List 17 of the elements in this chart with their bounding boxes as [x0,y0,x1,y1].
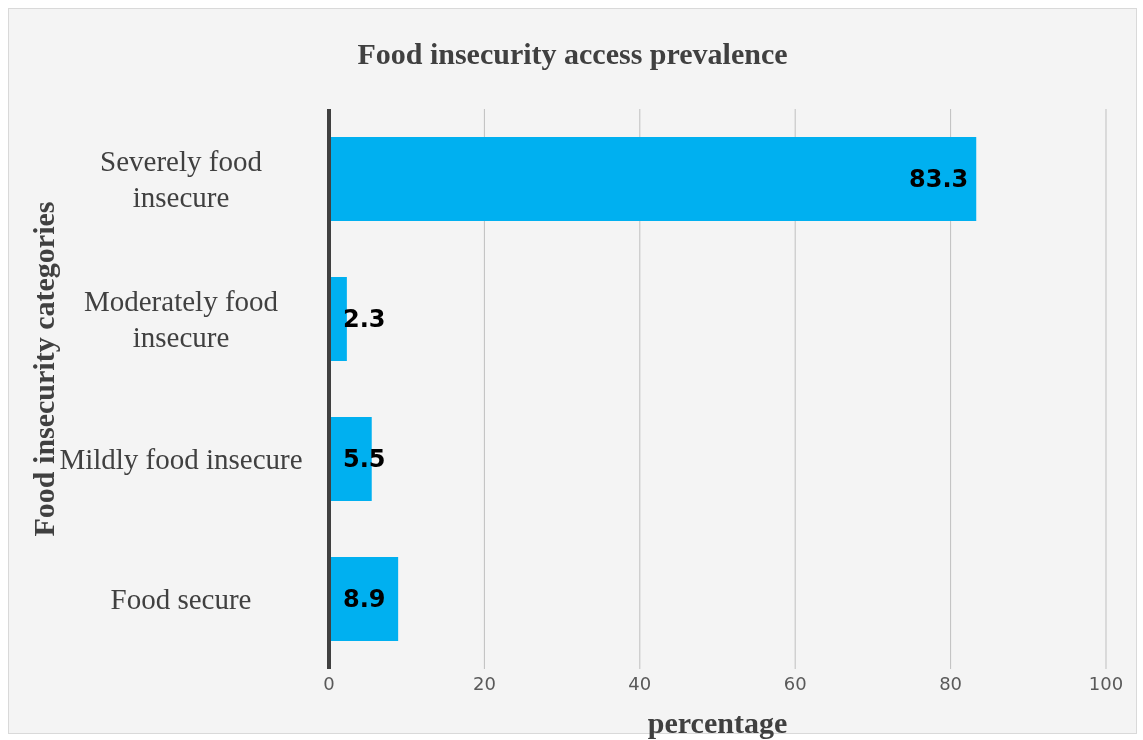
data-label: 8.9 [343,585,386,613]
y-tick-label: Severely food insecure [100,145,263,213]
bar [329,137,977,221]
bar [329,557,399,641]
x-tick-label: 60 [783,672,807,694]
y-tick-label: Mildly food insecure [59,443,303,475]
y-axis-title: Food insecurity categories [27,201,60,537]
x-tick-label: 0 [323,672,335,694]
data-label: 83.3 [909,165,969,193]
x-tick-label: 20 [472,672,496,694]
x-tick-label: 100 [1088,672,1124,694]
y-tick-label: Food secure [110,583,252,615]
x-tick-label: 80 [939,672,963,694]
x-axis-title: percentage [647,706,788,739]
chart-title: Food insecurity access prevalence [356,36,789,72]
y-tick-label: Moderately food insecure [83,285,279,353]
x-tick-label: 40 [628,672,652,694]
